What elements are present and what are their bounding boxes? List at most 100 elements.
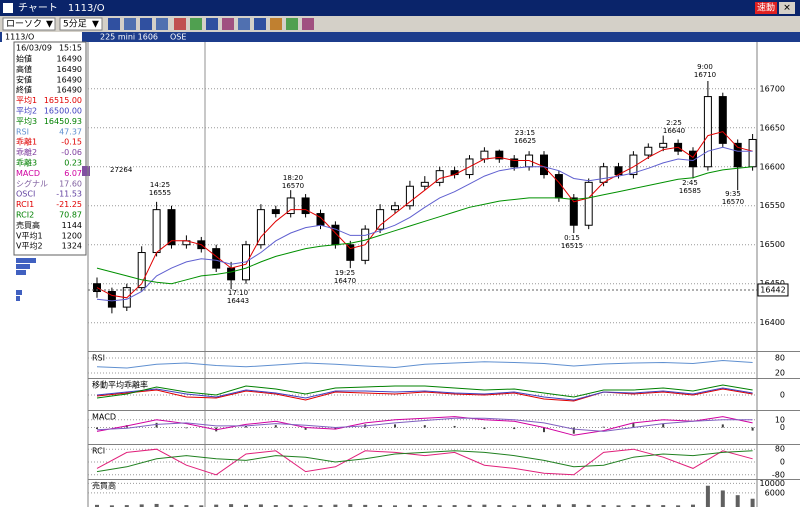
- candle-body: [286, 197, 295, 215]
- volume-bar: [95, 504, 99, 507]
- interval-dropdown[interactable]: [59, 17, 103, 31]
- y-tick-label: -80: [772, 470, 785, 479]
- info-label: 始値: [16, 54, 32, 64]
- candle-body: [107, 291, 116, 308]
- panel-title: 移動平均乖離率: [92, 380, 148, 390]
- dropdown-arrow: ▼: [92, 20, 99, 30]
- volume-bar: [393, 505, 397, 507]
- indicator-line: [96, 166, 753, 285]
- volume-bar: [527, 504, 532, 507]
- osci-bar: [751, 427, 754, 431]
- annotation-price: 16443: [227, 297, 249, 305]
- panel-title: MACD: [92, 413, 116, 422]
- annotation-price: 16710: [694, 71, 716, 79]
- candle-body: [540, 154, 548, 176]
- candle-body: [450, 170, 459, 176]
- volume-bar: [452, 505, 457, 507]
- candle-body: [137, 252, 146, 289]
- annotation-time: 9:00: [697, 63, 713, 71]
- toolbar-icons[interactable]: [108, 18, 314, 30]
- candle-body: [659, 142, 668, 148]
- volume-bar: [422, 505, 427, 507]
- info-label: RCI1: [16, 200, 34, 209]
- volume-bar: [199, 505, 204, 507]
- candle-body: [480, 150, 489, 160]
- candle-body: [376, 209, 385, 230]
- volume-bar: [378, 505, 383, 507]
- info-panel: [13, 41, 87, 256]
- candle-body: [733, 142, 742, 168]
- speed-button[interactable]: [755, 2, 777, 14]
- volume-bar: [124, 505, 129, 507]
- chart-area: [0, 42, 800, 507]
- info-value: 47.37: [59, 127, 82, 136]
- osci-bar: [96, 427, 98, 430]
- window-icon: [3, 3, 13, 13]
- info-label: 安値: [16, 74, 32, 84]
- volume-bar: [154, 503, 159, 507]
- candle-body: [644, 146, 653, 156]
- indicator-line: [96, 450, 753, 473]
- candle-body: [689, 150, 697, 168]
- volume-bar: [676, 505, 681, 507]
- window-title: チャート 1113/O: [18, 2, 105, 14]
- y-tick-label: 16400: [760, 318, 785, 327]
- annotation-time: 9:35: [725, 190, 741, 198]
- header-market: OSE: [170, 33, 186, 42]
- volume-bar: [631, 505, 636, 507]
- info-label: 終値: [16, 85, 32, 95]
- info-label: 高値: [16, 64, 32, 74]
- y-tick-label: 16500: [760, 240, 785, 249]
- volume-bar: [691, 504, 695, 507]
- volume-bar: [288, 504, 293, 507]
- volume-bar: [542, 504, 546, 507]
- volume-bar: [705, 485, 710, 507]
- style-dropdown[interactable]: [2, 17, 56, 31]
- info-label: 売買高: [16, 220, 40, 230]
- annotation-time: 2:25: [666, 119, 682, 127]
- info-value: 16500.00: [44, 107, 82, 116]
- indicator-line: [96, 388, 753, 402]
- osci-bar: [155, 422, 158, 428]
- indicator-line: [96, 448, 753, 476]
- osci-bar: [245, 425, 247, 428]
- volume-bar: [556, 504, 561, 507]
- indicator-line: [96, 387, 753, 401]
- annotation-time: 18:20: [283, 174, 303, 182]
- volume-bar: [244, 504, 248, 507]
- candle-body: [748, 138, 757, 168]
- candle-body: [346, 244, 355, 261]
- code-box: [2, 32, 82, 42]
- interval-dropdown-label: 5分足: [63, 19, 87, 30]
- candle-body: [167, 209, 176, 246]
- panel-title: RSI: [92, 354, 105, 363]
- y-tick-label: 16700: [760, 84, 785, 93]
- candle-body: [584, 181, 593, 226]
- volume-bar: [109, 505, 114, 507]
- info-value: 16490: [57, 75, 82, 84]
- volume-bar: [184, 505, 189, 507]
- osci-bar: [662, 423, 665, 428]
- close-button[interactable]: [779, 2, 795, 14]
- annotation-time: 17:10: [228, 289, 248, 297]
- annotation-price: 16515: [561, 242, 583, 250]
- volume-bar: [586, 504, 591, 507]
- y-tick-label: 80: [775, 445, 785, 454]
- osci-bar: [304, 427, 307, 430]
- indicator-line: [96, 146, 753, 302]
- indicator-line: [96, 416, 753, 436]
- y-tick-label: 16600: [760, 162, 785, 171]
- info-value: -0.06: [61, 148, 82, 157]
- candle-body: [569, 197, 578, 226]
- volume-bar: [333, 504, 338, 507]
- info-value: -21.25: [56, 200, 82, 209]
- info-value: 16490: [57, 65, 82, 74]
- info-value: 1144: [62, 221, 82, 230]
- indicator-line: [96, 417, 753, 432]
- title-bar: [0, 0, 800, 16]
- candle-body: [256, 209, 265, 246]
- volume-bar: [735, 495, 740, 507]
- info-date: 16/03/09: [16, 44, 52, 53]
- annotation-price: 16470: [334, 277, 356, 285]
